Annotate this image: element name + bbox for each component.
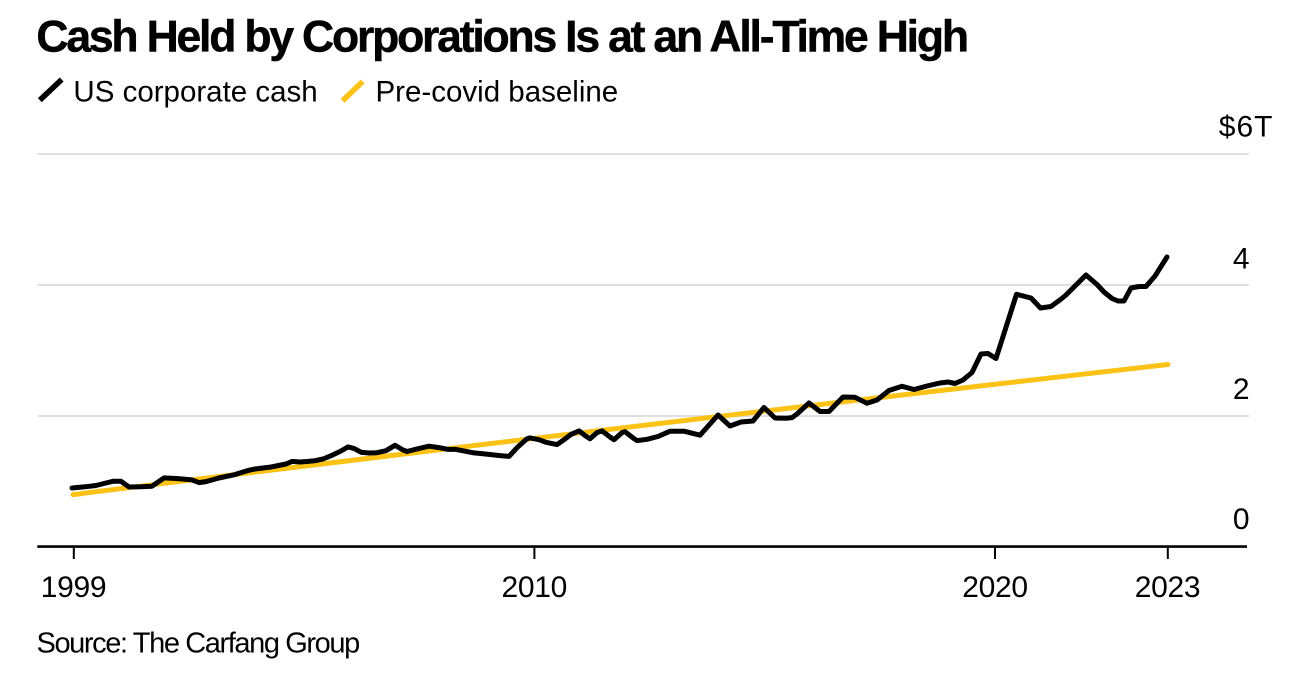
svg-text:1999: 1999 [41, 571, 107, 604]
svg-text:Source: The Carfang Group: Source: The Carfang Group [37, 628, 360, 660]
svg-text:Pre-covid baseline: Pre-covid baseline [376, 75, 619, 108]
svg-text:US corporate cash: US corporate cash [73, 76, 317, 109]
svg-text:4: 4 [1233, 242, 1250, 275]
svg-text:$6T: $6T [1219, 110, 1274, 143]
svg-text:Cash Held by Corporations Is a: Cash Held by Corporations Is at an All-T… [36, 12, 966, 61]
svg-text:2023: 2023 [1135, 571, 1201, 604]
svg-text:2020: 2020 [962, 571, 1028, 604]
svg-text:2: 2 [1233, 373, 1250, 406]
svg-text:2010: 2010 [502, 571, 568, 604]
svg-text:0: 0 [1233, 503, 1250, 536]
